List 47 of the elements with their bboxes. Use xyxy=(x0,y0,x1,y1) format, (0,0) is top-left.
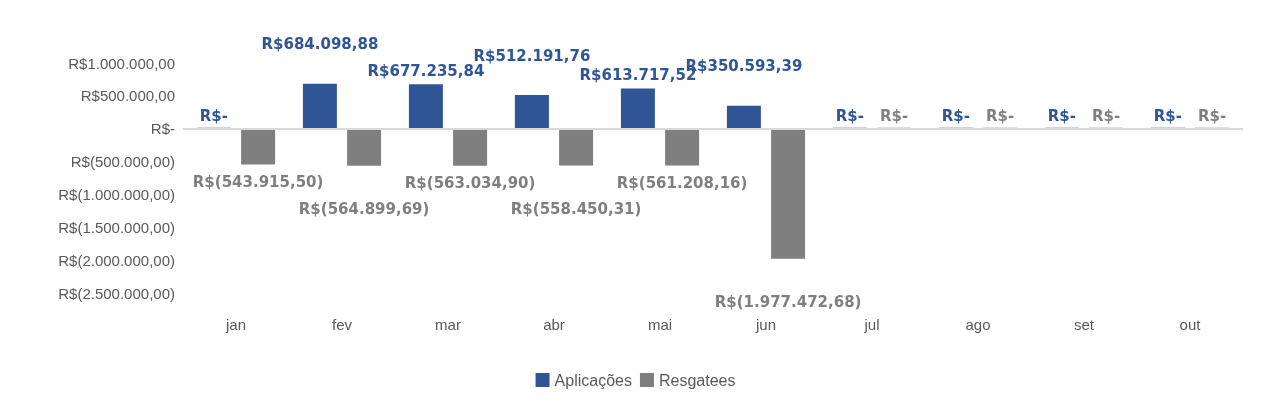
x-tick-label: jun xyxy=(754,316,777,333)
x-tick-label: out xyxy=(1179,316,1202,333)
bar xyxy=(665,128,700,166)
x-tick-label: set xyxy=(1073,316,1095,333)
x-tick-label: abr xyxy=(543,316,565,333)
bar xyxy=(241,128,276,165)
y-tick-label: R$(500.000,00) xyxy=(70,153,175,171)
bar xyxy=(559,128,594,166)
bar xyxy=(347,128,382,166)
x-tick-label: ago xyxy=(965,316,991,333)
data-label: R$- xyxy=(1047,107,1077,126)
y-tick-label: R$(1.500.000,00) xyxy=(58,218,175,236)
data-label: R$- xyxy=(879,107,909,126)
data-label: R$(558.450,31) xyxy=(510,199,642,218)
bar xyxy=(408,84,443,129)
y-tick-label: R$(2.000.000,00) xyxy=(58,251,175,269)
data-label: R$(563.034,90) xyxy=(404,174,536,193)
data-label: R$(1.977.472,68) xyxy=(714,293,862,312)
bar xyxy=(620,88,655,129)
legend-label: Aplicações xyxy=(554,371,632,389)
x-tick-label: jul xyxy=(863,316,880,333)
data-label: R$- xyxy=(941,107,971,126)
data-label: R$(543.915,50) xyxy=(192,172,324,191)
data-label: R$- xyxy=(1197,107,1227,126)
bar xyxy=(302,83,337,129)
y-tick-label: R$1.000.000,00 xyxy=(68,54,175,72)
y-tick-label: R$(1.000.000,00) xyxy=(58,185,175,203)
data-label: R$- xyxy=(835,107,865,126)
data-label: R$- xyxy=(1091,107,1121,126)
data-label: R$- xyxy=(199,107,229,126)
bar xyxy=(726,105,761,129)
x-tick-label: mar xyxy=(435,316,461,333)
data-label: R$(561.208,16) xyxy=(616,174,748,193)
data-label: R$(564.899,69) xyxy=(298,200,430,219)
data-label: R$- xyxy=(1153,107,1183,126)
data-label: R$- xyxy=(985,107,1015,126)
y-tick-label: R$(2.500.000,00) xyxy=(58,284,175,302)
x-tick-label: jan xyxy=(224,316,247,333)
data-label: R$684.098,88 xyxy=(261,35,379,54)
y-tick-label: R$- xyxy=(150,120,175,138)
x-tick-label: fev xyxy=(331,316,353,333)
bar xyxy=(453,128,488,166)
y-tick-label: R$500.000,00 xyxy=(80,87,175,105)
x-tick-label: mai xyxy=(647,316,673,333)
legend-label: Resgatees xyxy=(658,371,736,389)
bar xyxy=(514,95,549,129)
bar xyxy=(771,128,806,259)
